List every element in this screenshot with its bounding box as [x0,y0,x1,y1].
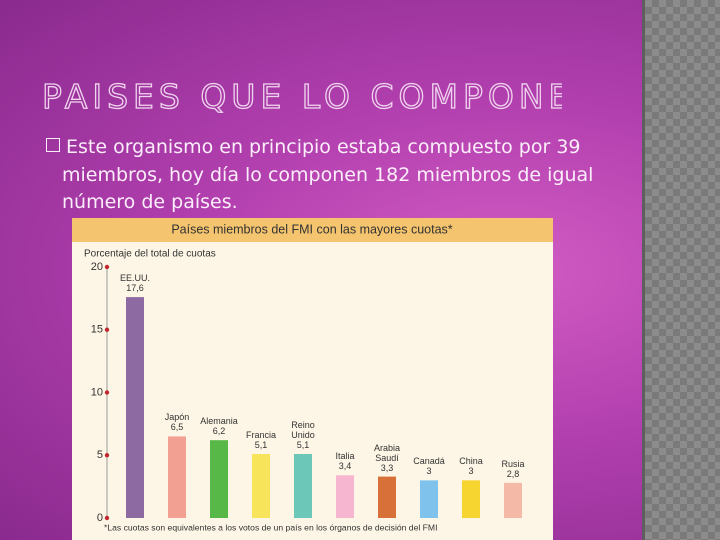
value-label: 3 [468,466,474,477]
bar [420,480,438,518]
value-label: 5,1 [254,439,268,450]
category-label: Rusia [501,458,525,469]
category-label: Italia [335,451,355,462]
slide-title-box: PAISES QUE LO COMPONEN [42,76,562,116]
bullet-box [46,138,60,152]
footnote: *Las cuotas son equivalentes a los votos… [104,522,437,532]
chart-header [72,218,553,242]
tick-mark [104,327,110,332]
y-tick-label: 15 [91,324,103,336]
category-label: Japón [164,412,190,423]
value-label: 6,2 [212,426,226,437]
value-label: 3 [426,466,432,477]
category-label: Alemania [200,416,238,427]
tick-mark [104,515,110,521]
bar [294,453,312,518]
bar [126,297,144,518]
side-pattern [642,0,720,540]
category-label: Canadá [413,456,445,467]
slide-title: PAISES QUE LO COMPONEN [42,77,562,116]
value-label: 17,6 [126,283,144,294]
value-label: 6,5 [170,422,184,433]
category-label: Francia [245,429,276,440]
category-label: China [459,456,483,467]
value-label: 2,8 [506,468,520,479]
bar [336,475,354,518]
value-label: 3,3 [380,462,394,473]
y-tick-label: 20 [91,261,103,273]
bar [504,482,522,518]
category-label: EE.UU. [119,273,150,284]
y-tick-label: 5 [97,449,103,461]
bar [168,436,186,518]
y-axis-label: Porcentaje del total de cuotas [84,249,216,260]
bullet-text: Este organismo en principio estaba compu… [62,136,594,213]
category-label: Reino Unido [291,419,315,440]
value-label: 3,4 [338,461,352,472]
chart-title: Países miembros del FMI con las mayores … [171,222,452,236]
tick-mark [104,453,110,458]
tick-mark [104,264,110,270]
bar [462,480,480,518]
bar [378,476,396,518]
chart: Países miembros del FMI con las mayores … [72,218,553,540]
bullet: Este organismo en principio estaba compu… [46,134,606,217]
tick-mark [104,390,110,395]
bar [252,453,270,518]
chart-svg: Países miembros del FMI con las mayores … [72,218,553,532]
y-tick-label: 10 [91,386,103,398]
bar [210,440,228,518]
value-label: 5,1 [296,439,310,450]
y-tick-label: 0 [97,512,103,524]
category-label: Arabia Saudí [373,442,400,463]
